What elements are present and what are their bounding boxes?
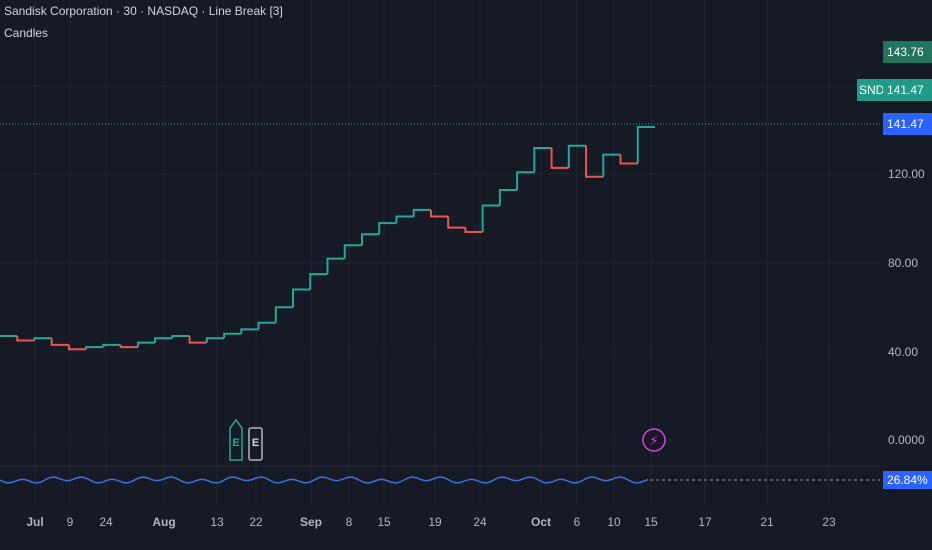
price-step — [636, 125, 655, 164]
price-step — [516, 171, 535, 190]
price-step — [585, 145, 604, 178]
price-step — [85, 346, 104, 350]
chart-header: Sandisk Corporation · 30 · NASDAQ · Line… — [4, 4, 283, 40]
price-step — [223, 332, 242, 339]
y-tick-label: 0.0000 — [888, 433, 925, 447]
price-step — [154, 337, 173, 343]
x-axis: Jul 9 24 Aug 13 22 Sep 8 15 19 24 Oct 6 … — [26, 515, 836, 529]
price-step — [309, 273, 328, 290]
vertical-grid — [34, 0, 830, 505]
price-step — [378, 222, 397, 235]
price-series — [0, 125, 655, 351]
price-step — [205, 337, 225, 343]
price-step — [464, 227, 483, 234]
chart-subtitle: Candles — [4, 26, 49, 40]
horizontal-grid — [0, 85, 880, 441]
x-tick-label: 13 — [210, 515, 224, 529]
indicator-series — [0, 476, 649, 484]
flash-event-icon[interactable]: ⚡ — [642, 428, 666, 452]
price-step — [50, 338, 69, 346]
y-axis: 120.00 80.00 40.00 0.0000 — [888, 167, 925, 447]
price-step — [33, 337, 52, 341]
price-step — [429, 209, 449, 218]
svg-text:⚡: ⚡ — [649, 434, 658, 449]
x-tick-label: 24 — [473, 515, 487, 529]
price-step — [257, 321, 276, 330]
y-tick-label: 40.00 — [888, 345, 918, 359]
indicator-line — [0, 476, 649, 484]
x-tick-label: 9 — [67, 515, 74, 529]
y-tick-label: 120.00 — [888, 167, 925, 181]
x-tick-label: Sep — [300, 515, 322, 529]
price-step — [67, 344, 87, 351]
price-step — [240, 328, 259, 334]
price-step — [619, 154, 638, 165]
earnings-marker[interactable]: E — [248, 427, 263, 461]
price-step — [16, 336, 35, 342]
price-step — [292, 288, 311, 308]
y-tick-label: 80.00 — [888, 256, 918, 270]
x-tick-label: Jul — [26, 515, 43, 529]
x-tick-label: Aug — [152, 515, 175, 529]
price-step — [274, 306, 294, 323]
price-step — [136, 341, 156, 348]
price-step — [550, 147, 569, 169]
price-step — [343, 244, 362, 259]
x-tick-label: 8 — [346, 515, 353, 529]
price-step — [360, 233, 380, 246]
x-tick-label: 22 — [249, 515, 263, 529]
earnings-letter: E — [252, 437, 259, 449]
last-price-tag-top: 141.47 — [883, 79, 932, 101]
x-tick-label: 6 — [574, 515, 581, 529]
price-step — [102, 343, 121, 348]
price-step — [447, 216, 466, 229]
x-tick-label: 24 — [99, 515, 113, 529]
x-tick-label: Oct — [531, 515, 551, 529]
earnings-letter: E — [232, 437, 239, 449]
indicator-value-tag: 26.84% — [883, 471, 932, 489]
price-step — [533, 146, 552, 173]
price-step — [498, 188, 518, 206]
price-step — [171, 335, 190, 339]
x-tick-label: 15 — [377, 515, 391, 529]
x-tick-label: 15 — [644, 515, 658, 529]
high-price-tag: 143.76 — [883, 41, 932, 63]
price-step — [395, 215, 414, 224]
price-step — [119, 344, 138, 349]
earnings-marker[interactable]: E — [229, 418, 243, 461]
price-step — [602, 153, 621, 177]
price-step — [188, 336, 207, 344]
chart-title: Sandisk Corporation · 30 · NASDAQ · Line… — [4, 4, 283, 18]
last-price-tag: 141.47 — [883, 113, 932, 135]
x-tick-label: 10 — [607, 515, 621, 529]
x-tick-label: 19 — [428, 515, 442, 529]
price-step — [412, 208, 431, 217]
price-step — [567, 144, 587, 168]
x-tick-label: 23 — [822, 515, 836, 529]
price-step — [326, 257, 345, 275]
x-tick-label: 17 — [698, 515, 712, 529]
price-step — [481, 204, 500, 233]
x-tick-label: 21 — [760, 515, 774, 529]
